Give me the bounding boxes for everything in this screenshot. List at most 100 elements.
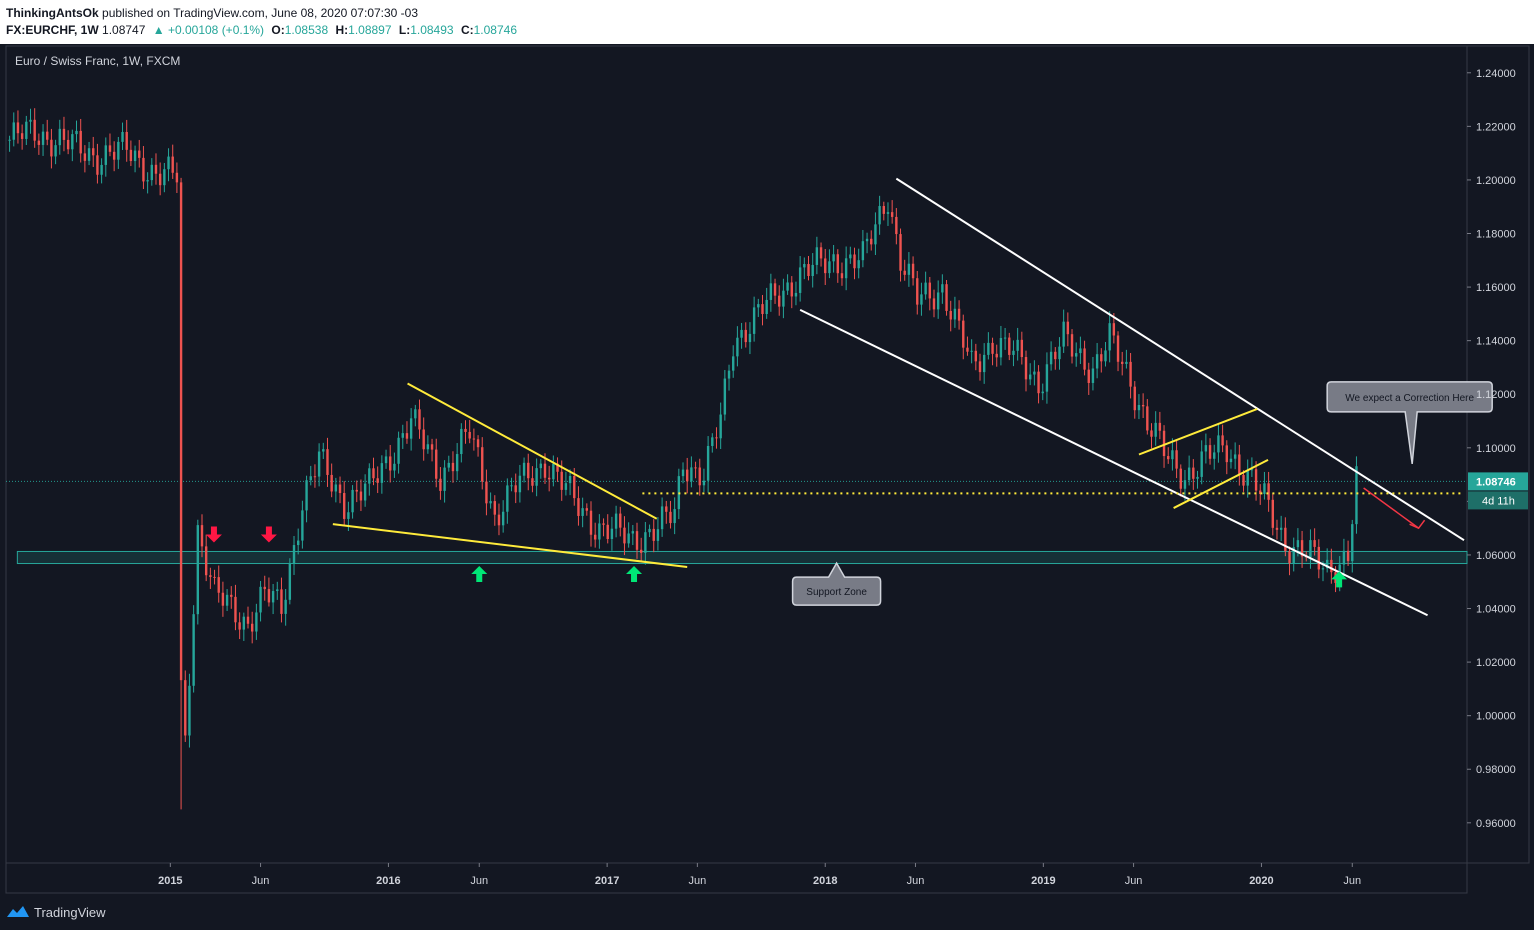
candle-body	[259, 586, 262, 613]
candle-body	[890, 212, 894, 217]
candle-body	[246, 616, 250, 624]
candle-body	[1351, 524, 1354, 562]
candle-body	[271, 591, 275, 603]
candle-body	[1108, 323, 1111, 351]
price-chart[interactable]: Euro / Swiss Franc, 1W, FXCM Support Zon…	[0, 44, 1534, 896]
candle-body	[317, 451, 321, 477]
candle-body	[1121, 361, 1124, 364]
candle-body	[1321, 568, 1325, 570]
candle-body	[75, 130, 78, 135]
author-name[interactable]: ThinkingAntsOk	[6, 6, 99, 20]
candle-body	[1012, 350, 1015, 355]
candle-body	[46, 131, 49, 140]
candle-body	[1254, 469, 1258, 491]
chart-header: ThinkingAntsOk published on TradingView.…	[0, 0, 1534, 44]
candle-body	[451, 462, 455, 472]
candle-body	[439, 478, 442, 491]
candle-body	[794, 292, 798, 297]
candle-body	[104, 145, 107, 165]
candle-body	[1325, 559, 1329, 569]
price-axis[interactable]: 1.24000 1.22000 1.20000 1.18000 1.16000 1.140…	[1467, 68, 1528, 830]
candle-body	[936, 292, 940, 310]
chart-background	[0, 44, 1534, 896]
candle-body	[163, 169, 166, 186]
time-tick-label: Jun	[907, 875, 925, 887]
candle-body	[204, 546, 208, 576]
candle-body	[347, 512, 350, 519]
candle-body	[1028, 374, 1032, 380]
candle-body	[1175, 450, 1178, 469]
tradingview-logo-icon[interactable]	[6, 904, 30, 920]
candle-body	[447, 462, 450, 468]
price-tick-label: 0.98000	[1476, 764, 1516, 776]
candle-body	[999, 338, 1003, 358]
candle-body	[1162, 430, 1166, 457]
candle-body	[1003, 337, 1007, 339]
candle-body	[1246, 469, 1249, 486]
candle-body	[585, 508, 589, 511]
candle-body	[911, 263, 915, 279]
time-tick-label: 2015	[158, 875, 182, 887]
candle-body	[736, 337, 739, 357]
candle-body	[87, 148, 91, 161]
candle-body	[326, 449, 329, 475]
candle-body	[142, 157, 145, 182]
symbol-label: FX:EURCHF, 1W	[6, 23, 99, 37]
candle-body	[506, 485, 509, 512]
candle-body	[953, 308, 957, 320]
candle-body	[514, 485, 517, 493]
tradingview-brand[interactable]: TradingView	[34, 905, 106, 920]
candle-body	[209, 575, 212, 577]
candle-body	[121, 131, 124, 142]
candle-body	[108, 145, 112, 152]
candle-body	[1066, 321, 1070, 335]
candle-body	[1095, 354, 1099, 369]
candle-body	[907, 263, 911, 275]
candle-body	[715, 437, 718, 439]
price-tag	[1468, 472, 1528, 491]
candle-body	[1146, 406, 1149, 431]
candle-body	[33, 119, 36, 141]
time-tick-label: Jun	[252, 875, 270, 887]
candle-body	[803, 264, 806, 268]
candle-body	[1171, 450, 1174, 460]
candle-body	[527, 462, 530, 479]
candle-body	[230, 594, 233, 597]
candle-body	[606, 524, 609, 539]
candle-body	[1054, 351, 1057, 360]
candle-body	[924, 282, 927, 295]
candle-body	[786, 282, 789, 291]
candle-body	[1129, 361, 1132, 387]
candle-body	[702, 480, 706, 486]
candle-body	[673, 509, 676, 524]
candle-body	[426, 444, 430, 450]
correction-arrow-head-icon	[1409, 519, 1426, 530]
candle-body	[1271, 499, 1274, 528]
candle-body	[895, 216, 898, 235]
candle-body	[192, 614, 195, 686]
candle-body	[20, 133, 24, 139]
candle-body	[263, 586, 266, 590]
time-axis[interactable]: 2015 Jun 2016 Jun 2017 Jun 2018 Jun 2019 Jun 2020 J…	[158, 863, 1361, 887]
price-axis-frame	[1466, 45, 1530, 864]
candle-body	[464, 428, 467, 432]
candle-body	[748, 333, 752, 343]
callout-bubble: Support Zone	[791, 561, 882, 606]
candle-body	[125, 131, 128, 150]
candle-body	[811, 264, 814, 276]
candles-layer	[8, 108, 1358, 810]
candle-body	[761, 304, 764, 315]
candle-body	[719, 414, 722, 439]
candle-body	[422, 429, 425, 450]
candle-body	[167, 156, 170, 170]
candle-body	[250, 623, 254, 632]
channel-line-white	[799, 308, 1428, 617]
candle-body	[443, 467, 446, 491]
candle-body	[284, 599, 287, 614]
candle-body	[627, 533, 630, 544]
close-value: 1.08746	[473, 23, 517, 37]
price-tick-label: 1.12000	[1476, 389, 1516, 401]
candle-body	[92, 148, 95, 156]
candle-body	[1313, 540, 1316, 547]
candle-body	[1288, 551, 1291, 564]
